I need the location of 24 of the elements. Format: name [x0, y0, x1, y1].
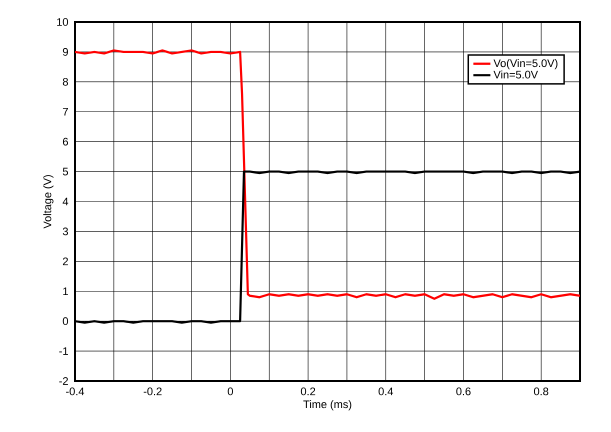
x-tick-label: 0.2	[300, 388, 316, 396]
x-tick-label: 0.8	[534, 388, 548, 396]
legend-label: Vo(Vin=5.0V)	[494, 59, 558, 70]
y-tick-label: 3	[62, 228, 68, 236]
x-tick-label: 0.6	[456, 388, 471, 396]
y-axis-title: Voltage (V)	[43, 175, 54, 229]
y-tick-label: 8	[62, 78, 68, 86]
x-tick-label: 0.4	[378, 388, 394, 396]
y-tick-label: 9	[62, 48, 68, 56]
x-tick-label: -0.4	[66, 388, 84, 396]
y-tick-label: -1	[59, 347, 68, 355]
y-tick-label: 1	[63, 287, 68, 296]
y-tick-label: -2	[59, 377, 68, 385]
y-tick-label: 6	[62, 138, 68, 146]
y-tick-label: 2	[62, 258, 68, 266]
y-tick-label: 5	[62, 168, 68, 176]
y-tick-label: 0	[62, 317, 68, 326]
legend-label: Vin=5.0V	[494, 70, 538, 79]
x-tick-label: -0.2	[144, 388, 162, 396]
y-tick-label: 7	[62, 108, 68, 116]
x-axis-title: Time (ms)	[303, 400, 352, 410]
x-tick-label: 0	[228, 388, 233, 396]
y-tick-label: 4	[62, 198, 68, 206]
y-tick-label: 10	[57, 18, 68, 26]
